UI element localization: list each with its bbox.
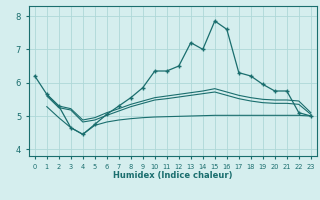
X-axis label: Humidex (Indice chaleur): Humidex (Indice chaleur) xyxy=(113,171,233,180)
